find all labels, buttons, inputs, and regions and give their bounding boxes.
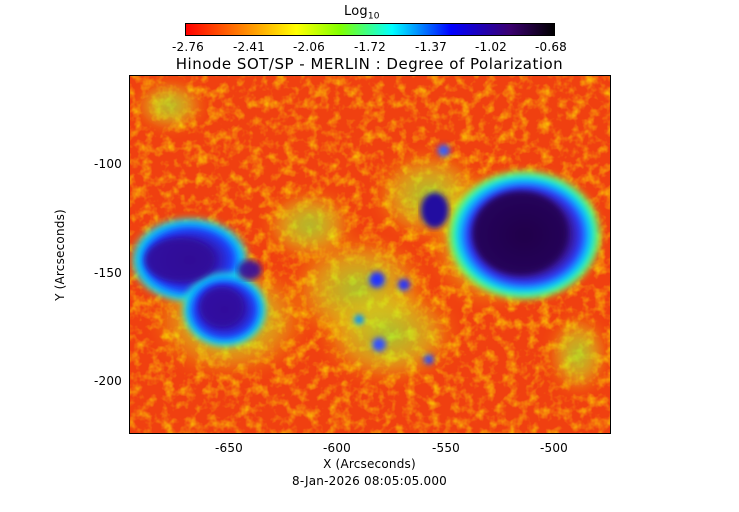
colorbar-tick: -1.72 [353,40,387,54]
y-tick-label: -200 [93,374,122,388]
polarization-map [129,75,611,434]
colorbar-tick: -1.37 [414,40,448,54]
colorbar-tick: -1.02 [474,40,508,54]
x-tick-label: -500 [539,441,569,455]
colorbar-tick: -2.76 [171,40,205,54]
colorbar-title: Log10 [344,4,380,22]
plot-title: Hinode SOT/SP - MERLIN : Degree of Polar… [175,55,564,73]
x-tick-label: -600 [322,441,352,455]
timestamp: 8-Jan-2026 08:05:05.000 [291,474,448,488]
colorbar-tick: -0.68 [534,40,568,54]
y-tick-label: -150 [93,266,122,280]
x-tick-label: -550 [431,441,461,455]
colorbar-tick: -2.06 [292,40,326,54]
x-tick-label: -650 [214,441,244,455]
x-axis-label: X (Arcseconds) [323,457,416,471]
y-axis-label: Y (Arcseconds) [53,209,67,301]
colorbar [185,23,555,36]
colorbar-tick: -2.41 [232,40,266,54]
y-tick-label: -100 [93,157,122,171]
